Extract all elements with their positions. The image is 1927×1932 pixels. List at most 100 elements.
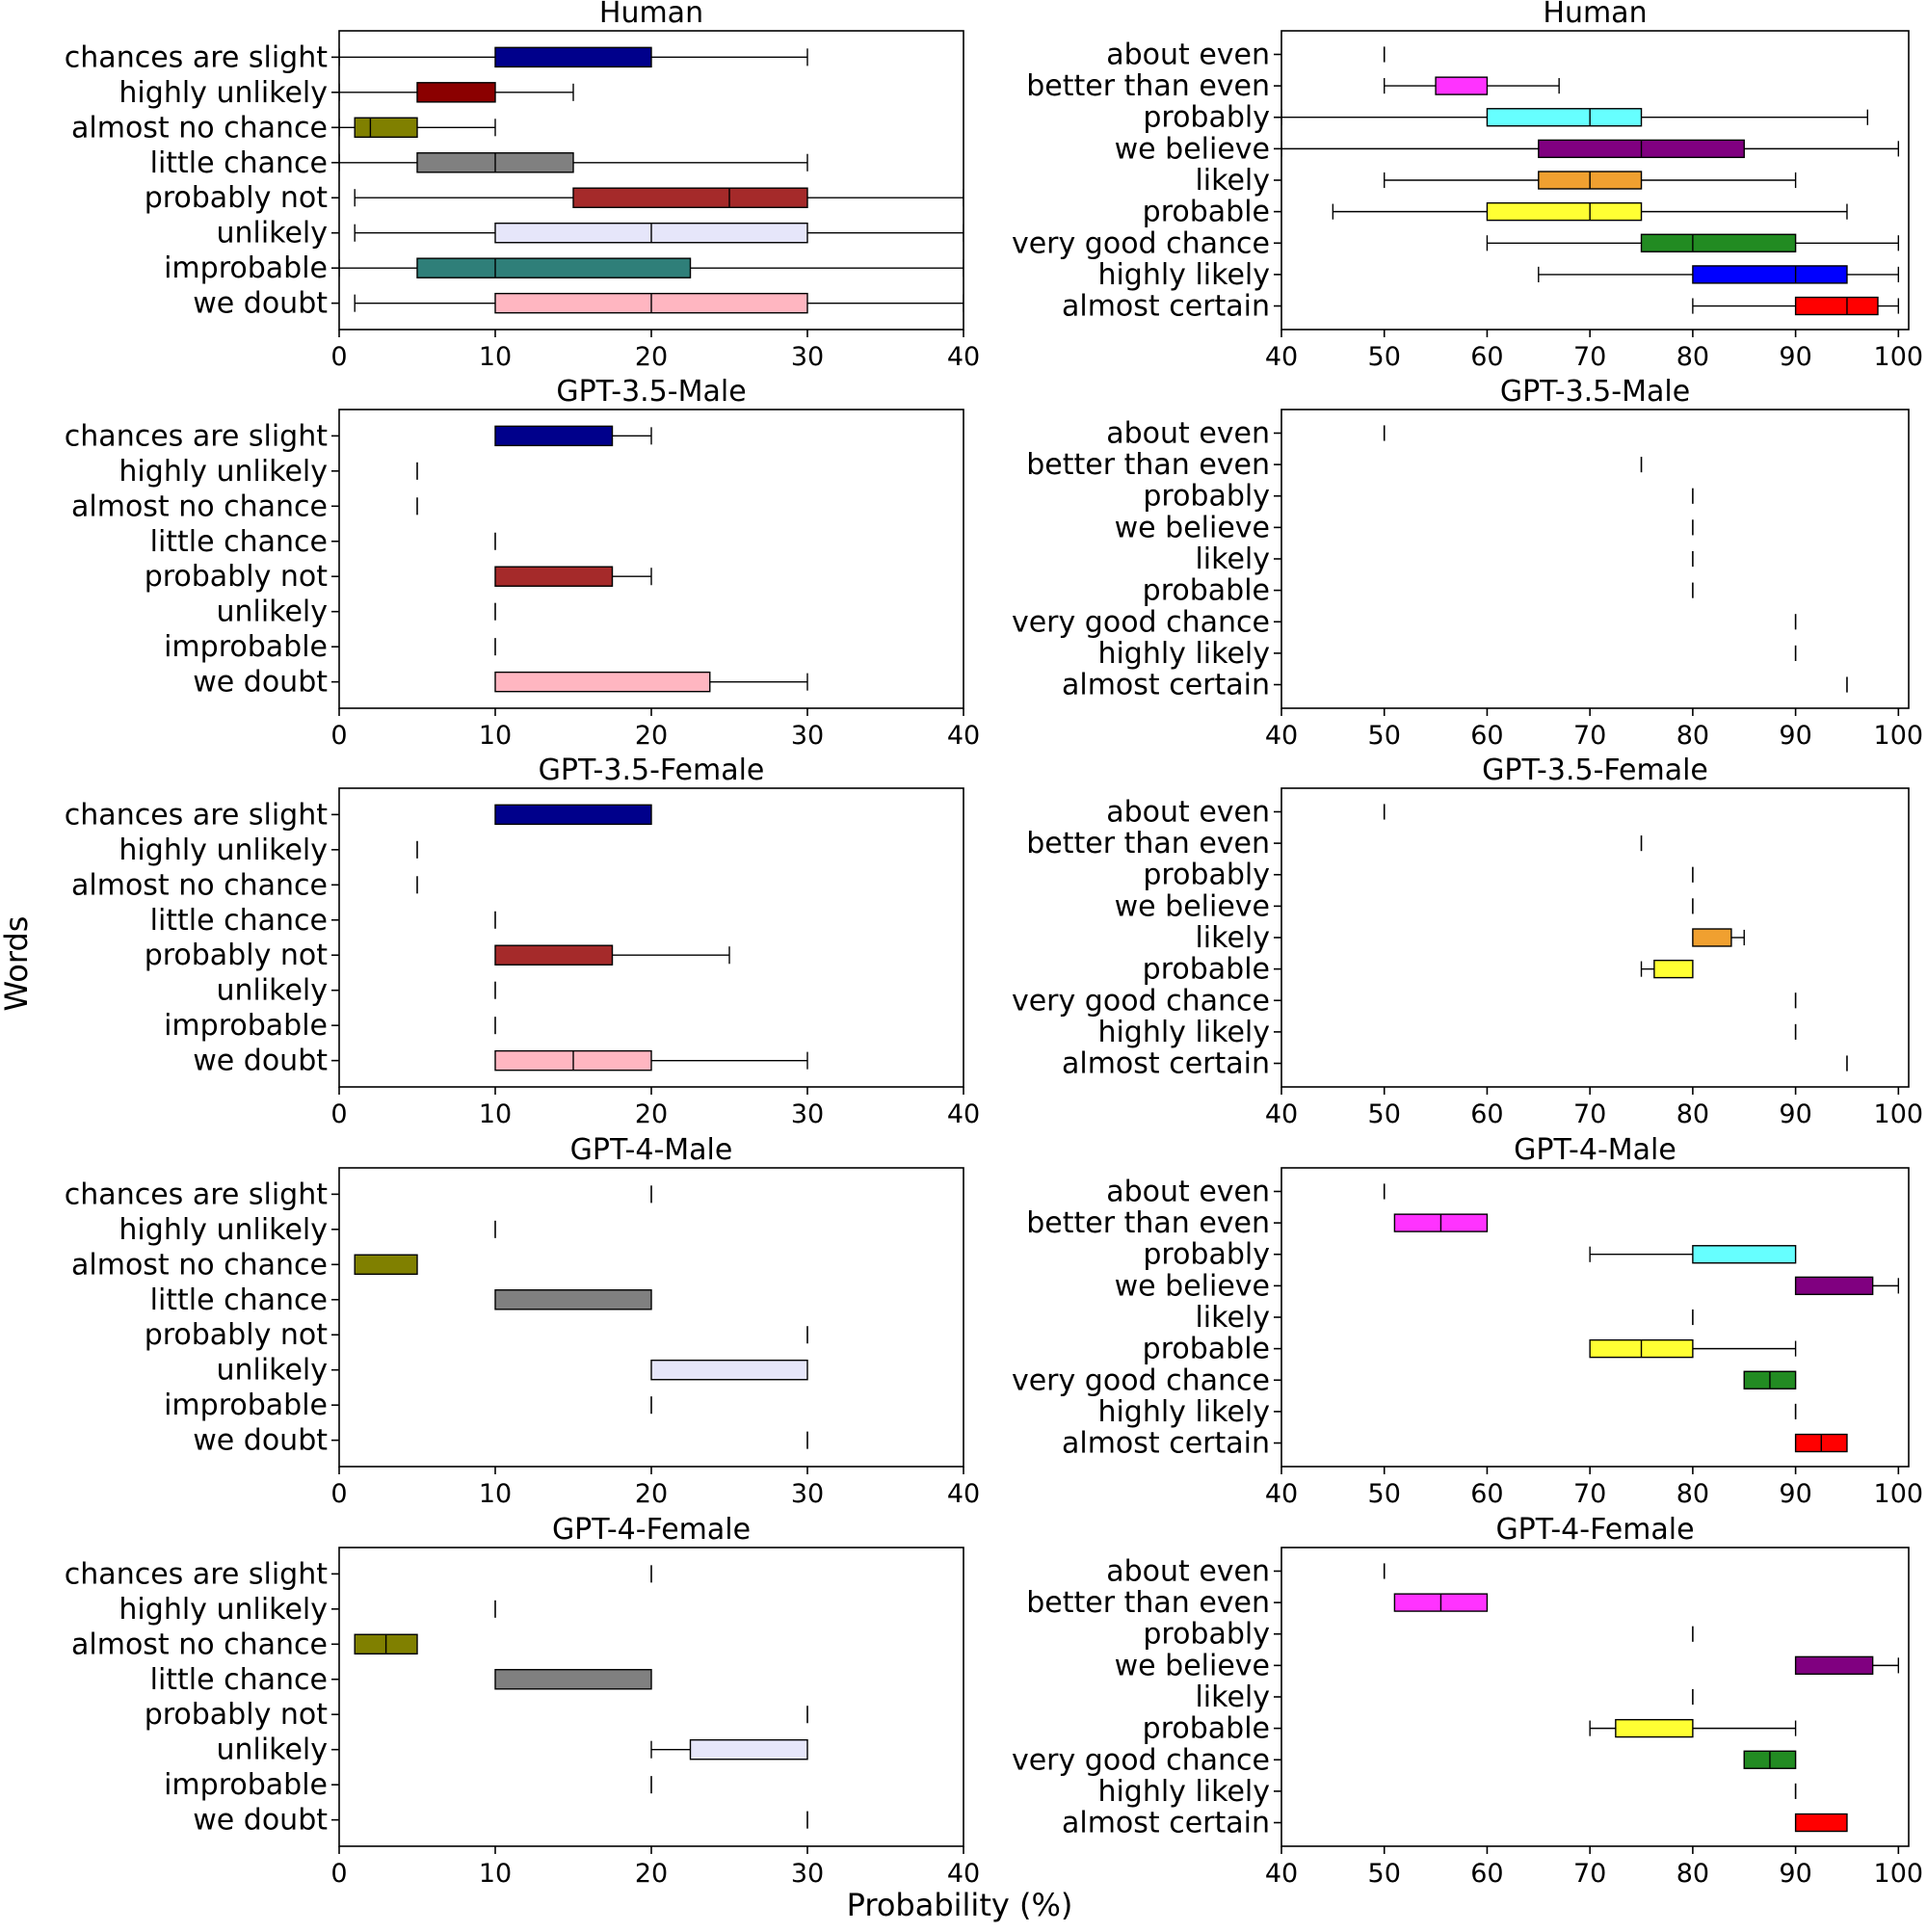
category-label-almost-certain: almost certain xyxy=(1062,1047,1270,1081)
box-highly-likely xyxy=(1538,265,1900,284)
category-label-highly-unlikely: highly unlikely xyxy=(119,1593,328,1627)
category-label-probable: probable xyxy=(1143,1333,1270,1366)
category-label-almost-no-chance: almost no chance xyxy=(71,1248,328,1282)
box-likely xyxy=(1384,171,1797,190)
plot-area xyxy=(1383,425,1848,693)
category-label-highly-likely: highly likely xyxy=(1097,1775,1270,1809)
category-label-little-chance: little chance xyxy=(150,525,328,559)
x-tick-label: 90 xyxy=(1779,1099,1811,1129)
x-tick-label: 70 xyxy=(1573,721,1606,751)
category-label-better-than-even: better than even xyxy=(1026,448,1270,482)
box-very-good-chance xyxy=(1743,1750,1797,1769)
box-better-than-even xyxy=(1384,76,1560,95)
box-we-believe xyxy=(1794,1655,1900,1676)
plot-frame xyxy=(1280,1547,1910,1847)
category-label-we-believe: we believe xyxy=(1115,132,1270,166)
iqr-box xyxy=(354,117,418,139)
panel-gpt-3-5-male-right: GPT-3.5-Male 40 50 60 70 80 90 100 about evenbet… xyxy=(1012,375,1923,751)
category-label-probable: probable xyxy=(1143,953,1270,987)
category-label-we-believe: we believe xyxy=(1115,1649,1270,1682)
x-tick-label: 0 xyxy=(330,1859,347,1889)
box-probable xyxy=(1589,1338,1797,1359)
category-label-about-even: about even xyxy=(1106,1554,1270,1588)
x-tick-label: 70 xyxy=(1573,1099,1606,1129)
iqr-box xyxy=(1794,1813,1848,1833)
category-label-highly-unlikely: highly unlikely xyxy=(119,455,328,489)
x-tick-label: 0 xyxy=(330,1099,347,1129)
category-label-probably-not: probably not xyxy=(145,1318,329,1352)
x-tick-label: 30 xyxy=(791,721,824,751)
category-label-we-doubt: we doubt xyxy=(193,666,328,700)
category-label-chances-are-slight: chances are slight xyxy=(65,1178,328,1211)
x-tick-label: 20 xyxy=(635,721,668,751)
iqr-box xyxy=(1653,959,1694,979)
iqr-box xyxy=(1692,265,1848,284)
box-probably xyxy=(1281,108,1869,127)
iqr-box xyxy=(494,46,652,68)
category-label-highly-likely: highly likely xyxy=(1097,258,1270,292)
iqr-box xyxy=(494,1289,652,1310)
category-label-we-doubt: we doubt xyxy=(193,1045,328,1078)
x-tick-label: 70 xyxy=(1573,1479,1606,1509)
category-label-little-chance: little chance xyxy=(150,904,328,938)
x-tick-label: 90 xyxy=(1779,1479,1811,1509)
category-label-likely: likely xyxy=(1195,164,1270,198)
iqr-box xyxy=(494,1669,652,1690)
category-label-we-doubt: we doubt xyxy=(193,1424,328,1458)
plot-area xyxy=(354,1565,808,1829)
category-label-chances-are-slight: chances are slight xyxy=(65,40,328,74)
x-tick-label: 40 xyxy=(947,1859,980,1889)
panel-gpt-4-female-right: GPT-4-Female 40 50 60 70 80 90 100 about evenbet… xyxy=(1012,1513,1923,1889)
x-tick-label: 90 xyxy=(1779,721,1811,751)
category-label-probably-not: probably not xyxy=(145,560,329,594)
box-probably-not xyxy=(494,944,730,966)
panel-title: GPT-3.5-Female xyxy=(1482,754,1708,787)
box-probable xyxy=(1332,201,1848,222)
box-probably xyxy=(1589,1245,1797,1264)
x-axis-label: Probability (%) xyxy=(847,1887,1073,1923)
x-tick-label: 30 xyxy=(791,1099,824,1129)
category-label-very-good-chance: very good chance xyxy=(1012,984,1270,1018)
box-improbable xyxy=(339,257,964,278)
panel-gpt-4-male-left: GPT-4-Male 0 10 20 30 40 chances are slighthig… xyxy=(65,1133,980,1509)
box-very-good-chance xyxy=(1743,1370,1797,1389)
box-highly-unlikely xyxy=(339,82,574,103)
x-tick-label: 60 xyxy=(1470,342,1503,372)
iqr-box xyxy=(1486,201,1643,222)
box-probable xyxy=(1640,959,1694,979)
iqr-box xyxy=(1794,296,1879,316)
category-label-little-chance: little chance xyxy=(150,1284,328,1317)
plot-frame xyxy=(1280,409,1910,709)
plot-area xyxy=(1383,1563,1900,1833)
x-tick-label: 50 xyxy=(1368,1099,1401,1129)
box-we-doubt xyxy=(494,671,808,693)
category-label-we-doubt: we doubt xyxy=(193,1804,328,1838)
x-tick-label: 10 xyxy=(479,721,512,751)
category-label-improbable: improbable xyxy=(164,1768,328,1802)
iqr-box xyxy=(1615,1718,1694,1738)
x-tick-label: 30 xyxy=(791,1859,824,1889)
category-label-very-good-chance: very good chance xyxy=(1012,1363,1270,1397)
x-tick-label: 20 xyxy=(635,1099,668,1129)
category-label-likely: likely xyxy=(1195,543,1270,576)
box-better-than-even xyxy=(1393,1593,1489,1612)
box-chances-are-slight xyxy=(339,46,808,68)
x-tick-label: 100 xyxy=(1874,1859,1924,1889)
category-label-little-chance: little chance xyxy=(150,1663,328,1697)
iqr-box xyxy=(494,944,614,966)
category-label-probable: probable xyxy=(1143,1712,1270,1746)
box-almost-certain xyxy=(1794,1433,1848,1453)
panel-title: GPT-3.5-Male xyxy=(556,375,746,409)
x-tick-label: 50 xyxy=(1368,1859,1401,1889)
x-tick-label: 90 xyxy=(1779,1859,1811,1889)
x-tick-label: 50 xyxy=(1368,342,1401,372)
category-label-unlikely: unlikely xyxy=(216,595,328,629)
iqr-box xyxy=(1435,76,1489,95)
category-label-almost-certain: almost certain xyxy=(1062,1427,1270,1461)
iqr-box xyxy=(1486,108,1643,127)
category-label-about-even: about even xyxy=(1106,1175,1270,1208)
box-unlikely xyxy=(650,1359,808,1381)
x-tick-label: 20 xyxy=(635,1859,668,1889)
category-label-better-than-even: better than even xyxy=(1026,827,1270,860)
